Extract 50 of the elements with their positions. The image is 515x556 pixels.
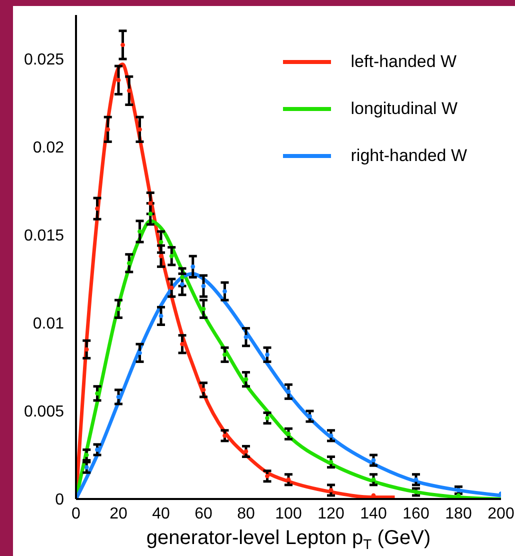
- x-tick-label: 0: [72, 505, 81, 522]
- point: [158, 314, 164, 318]
- point: [84, 347, 89, 352]
- x-tick-label: 160: [402, 505, 430, 522]
- point: [244, 377, 248, 382]
- legend-label: longitudinal W: [350, 98, 458, 118]
- point: [286, 477, 291, 482]
- point: [138, 229, 142, 234]
- point: [222, 289, 227, 294]
- point: [201, 284, 206, 288]
- x-axis-title: generator-level Lepton p$_{T}$ (GeV): [146, 527, 431, 552]
- y-tick-label: 0.015: [24, 228, 64, 245]
- point: [222, 352, 227, 357]
- point: [414, 477, 418, 482]
- point: [244, 334, 248, 340]
- point: [265, 352, 270, 357]
- point: [265, 416, 270, 420]
- point: [180, 342, 184, 346]
- x-tick-label: 40: [152, 505, 170, 522]
- point: [265, 474, 270, 478]
- point: [371, 458, 376, 462]
- point: [84, 465, 89, 470]
- x-tick-label: 60: [194, 505, 212, 522]
- point: [158, 240, 164, 244]
- x-tick-label: 100: [275, 505, 302, 522]
- point: [244, 449, 248, 454]
- point: [169, 254, 174, 258]
- y-tick-label: 0.025: [24, 52, 64, 69]
- x-tick-label: 200: [488, 505, 514, 522]
- point: [328, 488, 334, 492]
- point: [328, 460, 334, 464]
- y-tick-label: 0.01: [32, 316, 64, 333]
- x-tick-label: 140: [360, 505, 387, 522]
- point: [201, 306, 206, 312]
- legend-label: right-handed W: [350, 146, 467, 166]
- y-tick-label: 0.005: [24, 404, 64, 421]
- x-tick-label: 120: [318, 505, 344, 522]
- y-tick-label: 0: [55, 492, 64, 509]
- point: [180, 275, 184, 280]
- point: [222, 433, 227, 438]
- x-tick-label: 180: [445, 505, 472, 522]
- legend-label: left-handed W: [350, 52, 457, 72]
- x-tick-label: 20: [110, 505, 128, 522]
- point: [371, 477, 376, 482]
- point: [116, 78, 121, 82]
- point: [169, 286, 174, 290]
- y-tick-label: 0.02: [32, 140, 64, 157]
- x-tick-label: 80: [237, 505, 255, 522]
- point: [190, 264, 196, 269]
- point: [120, 42, 125, 48]
